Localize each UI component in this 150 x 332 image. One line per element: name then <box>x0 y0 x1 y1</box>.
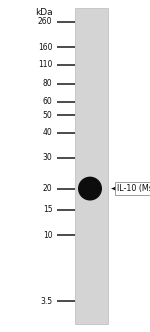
Text: 160: 160 <box>38 42 52 52</box>
Text: 30: 30 <box>43 153 52 162</box>
FancyBboxPatch shape <box>75 8 108 324</box>
Text: 50: 50 <box>43 111 52 120</box>
Text: 10: 10 <box>43 230 52 240</box>
Text: 60: 60 <box>43 97 52 107</box>
Text: 15: 15 <box>43 205 52 214</box>
Text: 20: 20 <box>43 184 52 193</box>
Ellipse shape <box>78 177 102 201</box>
Text: 260: 260 <box>38 17 52 26</box>
Text: 40: 40 <box>43 128 52 137</box>
Text: kDa: kDa <box>35 8 52 17</box>
Text: IL-10 (Ms): IL-10 (Ms) <box>117 184 150 193</box>
Text: 110: 110 <box>38 60 52 69</box>
Text: 3.5: 3.5 <box>40 297 52 306</box>
Text: 80: 80 <box>43 79 52 88</box>
